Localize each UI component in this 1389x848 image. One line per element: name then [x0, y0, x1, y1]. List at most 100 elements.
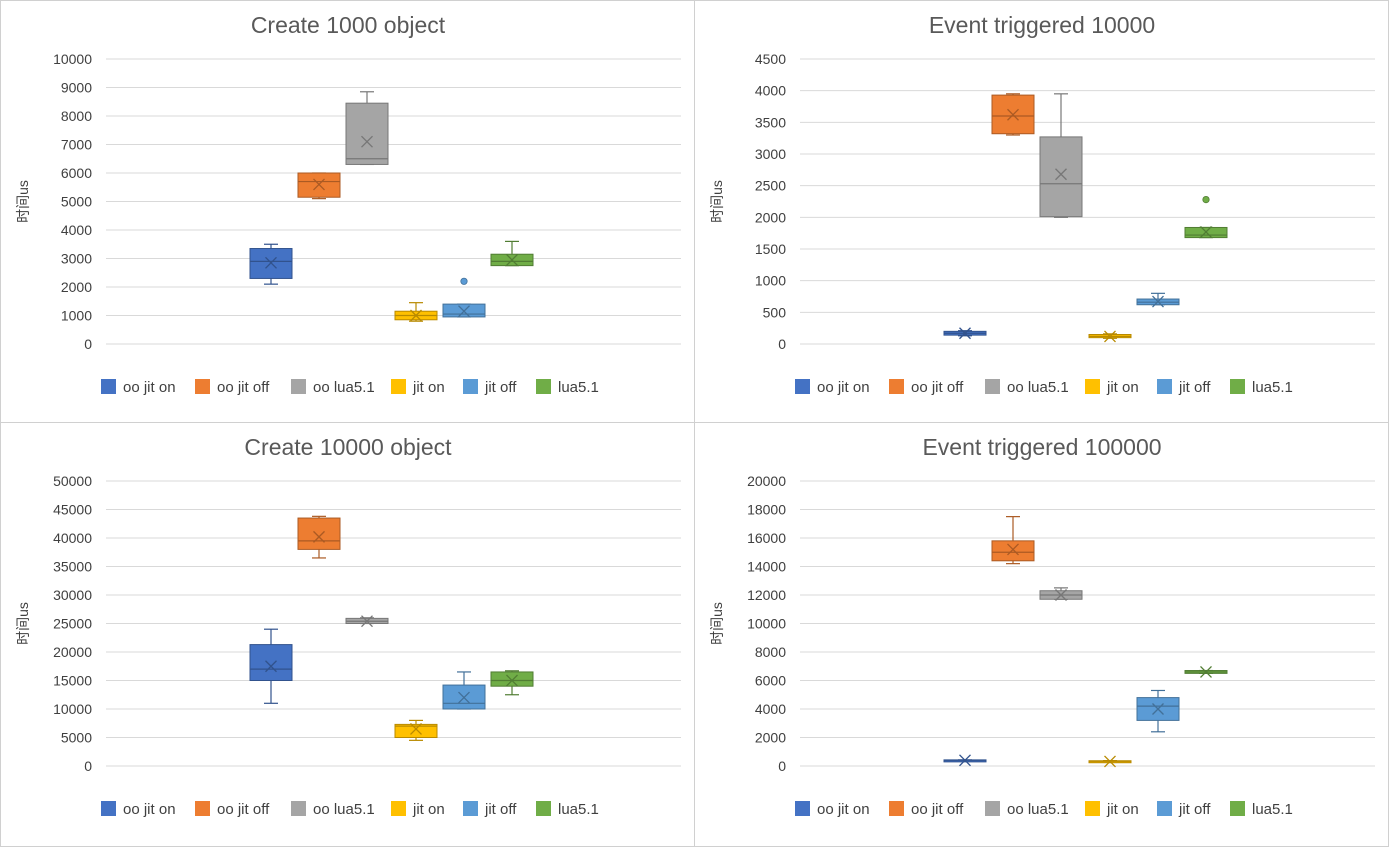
legend-label: oo jit on — [817, 801, 870, 818]
y-tick-label: 15000 — [53, 673, 92, 689]
chart-event-10000: Event triggered 10000 0 500 1000 1500 2000 250… — [709, 12, 1375, 396]
box-oo-jit-on — [249, 243, 293, 285]
legend-item: jit off — [1157, 379, 1211, 396]
box-oo-lua5-1 — [345, 91, 389, 166]
y-tick-label: 3500 — [755, 114, 786, 130]
legend-swatch — [1157, 379, 1172, 394]
y-tick-label: 12000 — [747, 587, 786, 603]
chart-create-10000: Create 10000 object 0 5000 10000 15000 20000 2… — [15, 434, 681, 818]
y-tick-label: 4000 — [755, 701, 786, 717]
box-jit-off — [442, 671, 486, 710]
y-tick-label: 0 — [778, 336, 786, 352]
y-axis-label: 时间us — [709, 180, 725, 223]
mean-marker — [506, 674, 518, 687]
y-tick-label: 18000 — [747, 502, 786, 518]
mean-marker — [1104, 330, 1116, 343]
y-tick-label: 1000 — [755, 273, 786, 289]
box-oo-lua5-1 — [1039, 93, 1083, 218]
y-tick-label: 10000 — [53, 701, 92, 717]
y-tick-label: 40000 — [53, 530, 92, 546]
legend-item: oo jit on — [101, 801, 176, 818]
legend-swatch — [1230, 379, 1245, 394]
legend-item: oo lua5.1 — [985, 801, 1069, 818]
mean-marker — [959, 754, 971, 767]
legend-swatch — [391, 801, 406, 816]
mean-marker — [1007, 543, 1019, 556]
box-iqr — [249, 644, 293, 681]
legend-swatch — [101, 801, 116, 816]
box-iqr — [297, 517, 341, 550]
box-oo-lua5-1 — [345, 615, 389, 628]
mean-marker — [361, 135, 373, 148]
chart-panel-event-10000: Event triggered 10000 0 500 1000 1500 2000 250… — [694, 0, 1389, 423]
legend-item: oo jit off — [889, 379, 964, 396]
y-tick-label: 4500 — [755, 51, 786, 67]
legend-label: jit off — [1178, 379, 1211, 396]
legend-label: jit on — [1106, 379, 1139, 396]
box-iqr — [394, 723, 438, 739]
y-tick-label: 20000 — [747, 473, 786, 489]
chart-title: Create 10000 object — [244, 434, 452, 460]
y-tick-label: 6000 — [61, 165, 92, 181]
legend-item: jit on — [391, 801, 445, 818]
legend-swatch — [795, 801, 810, 816]
mean-marker — [458, 305, 470, 318]
chart-event-100000: Event triggered 100000 0 2000 4000 6000 8000 1… — [709, 434, 1375, 818]
y-tick-label: 50000 — [53, 473, 92, 489]
y-tick-label: 5000 — [61, 730, 92, 746]
legend-label: oo jit on — [817, 379, 870, 396]
legend-item: lua5.1 — [536, 379, 599, 396]
mean-marker — [361, 615, 373, 628]
y-tick-label: 0 — [84, 336, 92, 352]
box-jit-on — [1088, 755, 1132, 768]
legend-label: oo jit off — [217, 801, 270, 818]
y-tick-label: 20000 — [53, 644, 92, 660]
mean-marker — [1007, 108, 1019, 121]
legend-item: oo jit off — [889, 801, 964, 818]
legend-swatch — [985, 801, 1000, 816]
chart-title: Create 1000 object — [251, 12, 446, 38]
box-oo-jit-on — [943, 754, 987, 767]
legend-label: oo lua5.1 — [1007, 801, 1069, 818]
chart-create-1000: Create 1000 object 0 1000 2000 3000 4000 5000 6… — [15, 12, 681, 396]
y-tick-label: 25000 — [53, 616, 92, 632]
legend-label: lua5.1 — [558, 801, 599, 818]
legend-item: jit off — [463, 379, 517, 396]
y-tick-label: 1500 — [755, 241, 786, 257]
legend-item: jit off — [1157, 801, 1211, 818]
box-lua5-1 — [490, 670, 534, 696]
mean-marker — [313, 530, 325, 543]
legend-swatch — [536, 801, 551, 816]
mean-marker — [458, 691, 470, 704]
mean-marker — [410, 309, 422, 322]
legend-label: oo jit off — [911, 379, 964, 396]
chart-panel-create-1000: Create 1000 object 0 1000 2000 3000 4000 5000 6… — [0, 0, 695, 423]
box-jit-off — [1136, 689, 1180, 733]
legend-swatch — [291, 379, 306, 394]
mean-marker — [506, 253, 518, 266]
y-tick-label: 2000 — [755, 730, 786, 746]
box-oo-jit-off — [297, 515, 341, 559]
legend-label: jit off — [484, 379, 517, 396]
y-tick-label: 6000 — [755, 673, 786, 689]
box-jit-off — [1136, 292, 1180, 308]
box-iqr — [991, 540, 1035, 562]
y-tick-label: 10000 — [747, 616, 786, 632]
legend-swatch — [795, 379, 810, 394]
legend-label: lua5.1 — [1252, 379, 1293, 396]
legend-swatch — [1230, 801, 1245, 816]
legend-label: lua5.1 — [558, 379, 599, 396]
y-tick-label: 35000 — [53, 559, 92, 575]
y-tick-label: 2000 — [61, 279, 92, 295]
y-tick-label: 1000 — [61, 308, 92, 324]
legend-swatch — [1157, 801, 1172, 816]
y-tick-label: 4000 — [755, 83, 786, 99]
legend-swatch — [1085, 379, 1100, 394]
legend-label: oo jit on — [123, 379, 176, 396]
y-tick-label: 3000 — [61, 251, 92, 267]
legend-swatch — [985, 379, 1000, 394]
legend-item: oo jit on — [795, 801, 870, 818]
legend-label: oo jit off — [217, 379, 270, 396]
y-tick-label: 8000 — [755, 644, 786, 660]
legend-label: lua5.1 — [1252, 801, 1293, 818]
